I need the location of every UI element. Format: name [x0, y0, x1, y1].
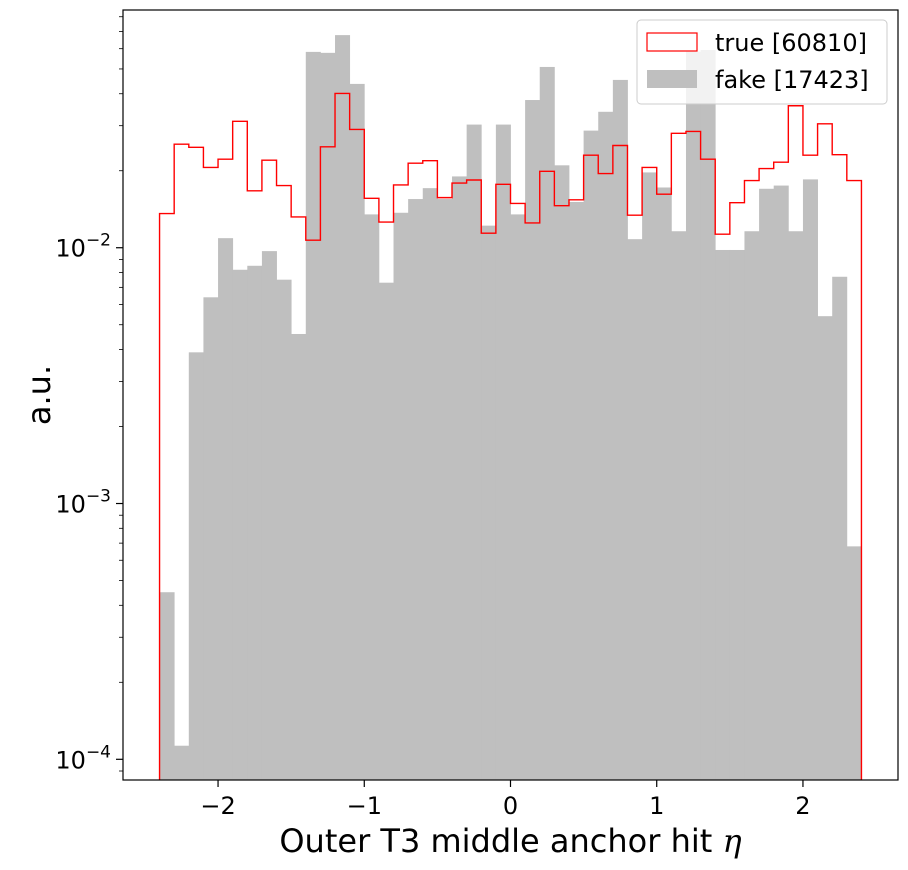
fake-bar: [422, 188, 438, 780]
fake-bar: [846, 546, 862, 780]
x-tick-label: 0: [503, 792, 518, 820]
fake-bar: [408, 199, 424, 780]
fake-bar: [642, 172, 658, 780]
fake-bar: [203, 297, 219, 780]
fake-bar: [773, 185, 789, 781]
fake-bar: [232, 269, 248, 780]
fake-bar: [261, 251, 277, 781]
x-axis-ticks: −2 −1 0 1 2: [200, 780, 811, 820]
legend-swatch-fake: [647, 70, 697, 88]
fake-bar: [729, 249, 745, 780]
fake-bar: [159, 592, 175, 780]
legend-label-fake: fake [17423]: [715, 66, 869, 94]
fake-bar: [218, 238, 234, 781]
fake-bar: [276, 279, 292, 780]
x-tick-label: −1: [347, 792, 382, 820]
y-axis-ticks: 10−4 10−3 10−2: [55, 16, 123, 774]
fake-bar: [320, 52, 336, 781]
fake-bar: [568, 201, 585, 781]
fake-bar: [817, 316, 833, 780]
fake-bar: [525, 100, 541, 780]
fake-bar: [759, 188, 775, 781]
fake-bar: [174, 745, 190, 780]
fake-bar: [715, 249, 731, 780]
true-step-line: [158, 92, 863, 780]
fake-bar: [832, 276, 848, 780]
x-tick-label: −2: [200, 792, 235, 820]
fake-bar: [744, 231, 760, 780]
fake-bar: [671, 231, 687, 780]
fake-bar: [788, 231, 804, 780]
fake-bars: [159, 35, 862, 781]
fake-bar: [700, 49, 716, 781]
fake-bar: [583, 130, 599, 781]
y-tick-label: 10−2: [55, 231, 111, 263]
fake-bar: [627, 239, 643, 780]
fake-bar: [554, 165, 570, 780]
fake-bar: [510, 214, 526, 780]
legend-swatch-true: [646, 32, 698, 52]
legend: true [60810] fake [17423]: [636, 19, 888, 105]
fake-bar: [188, 352, 204, 780]
fake-bar: [539, 66, 555, 780]
fake-bar: [291, 333, 307, 780]
x-tick-label: 2: [795, 792, 810, 820]
y-tick-label: 10−3: [55, 487, 111, 519]
fake-bar: [612, 79, 628, 781]
fake-bar: [466, 124, 482, 780]
true-step: [158, 92, 863, 780]
legend-frame: [636, 19, 888, 105]
fake-bar: [378, 282, 394, 780]
fake-bar: [335, 35, 351, 780]
y-axis-label: a.u.: [20, 365, 58, 425]
x-tick-label: 1: [649, 792, 664, 820]
fake-bar: [437, 199, 453, 780]
legend-label-true: true [60810]: [715, 29, 867, 57]
fake-bar: [349, 83, 365, 780]
fake-bar: [364, 214, 380, 780]
fake-bar: [247, 265, 263, 780]
fake-bar: [452, 176, 468, 780]
fake-bar: [598, 111, 614, 780]
fake-bar: [305, 51, 321, 780]
fake-bar: [685, 51, 701, 780]
fake-bar: [481, 225, 497, 781]
fake-bar: [656, 187, 672, 781]
y-tick-label: 10−4: [55, 742, 111, 774]
fake-bar: [802, 179, 818, 781]
fake-bar: [495, 124, 511, 780]
fake-bar: [393, 212, 409, 780]
x-axis-label: Outer T3 middle anchor hit η: [279, 822, 741, 860]
